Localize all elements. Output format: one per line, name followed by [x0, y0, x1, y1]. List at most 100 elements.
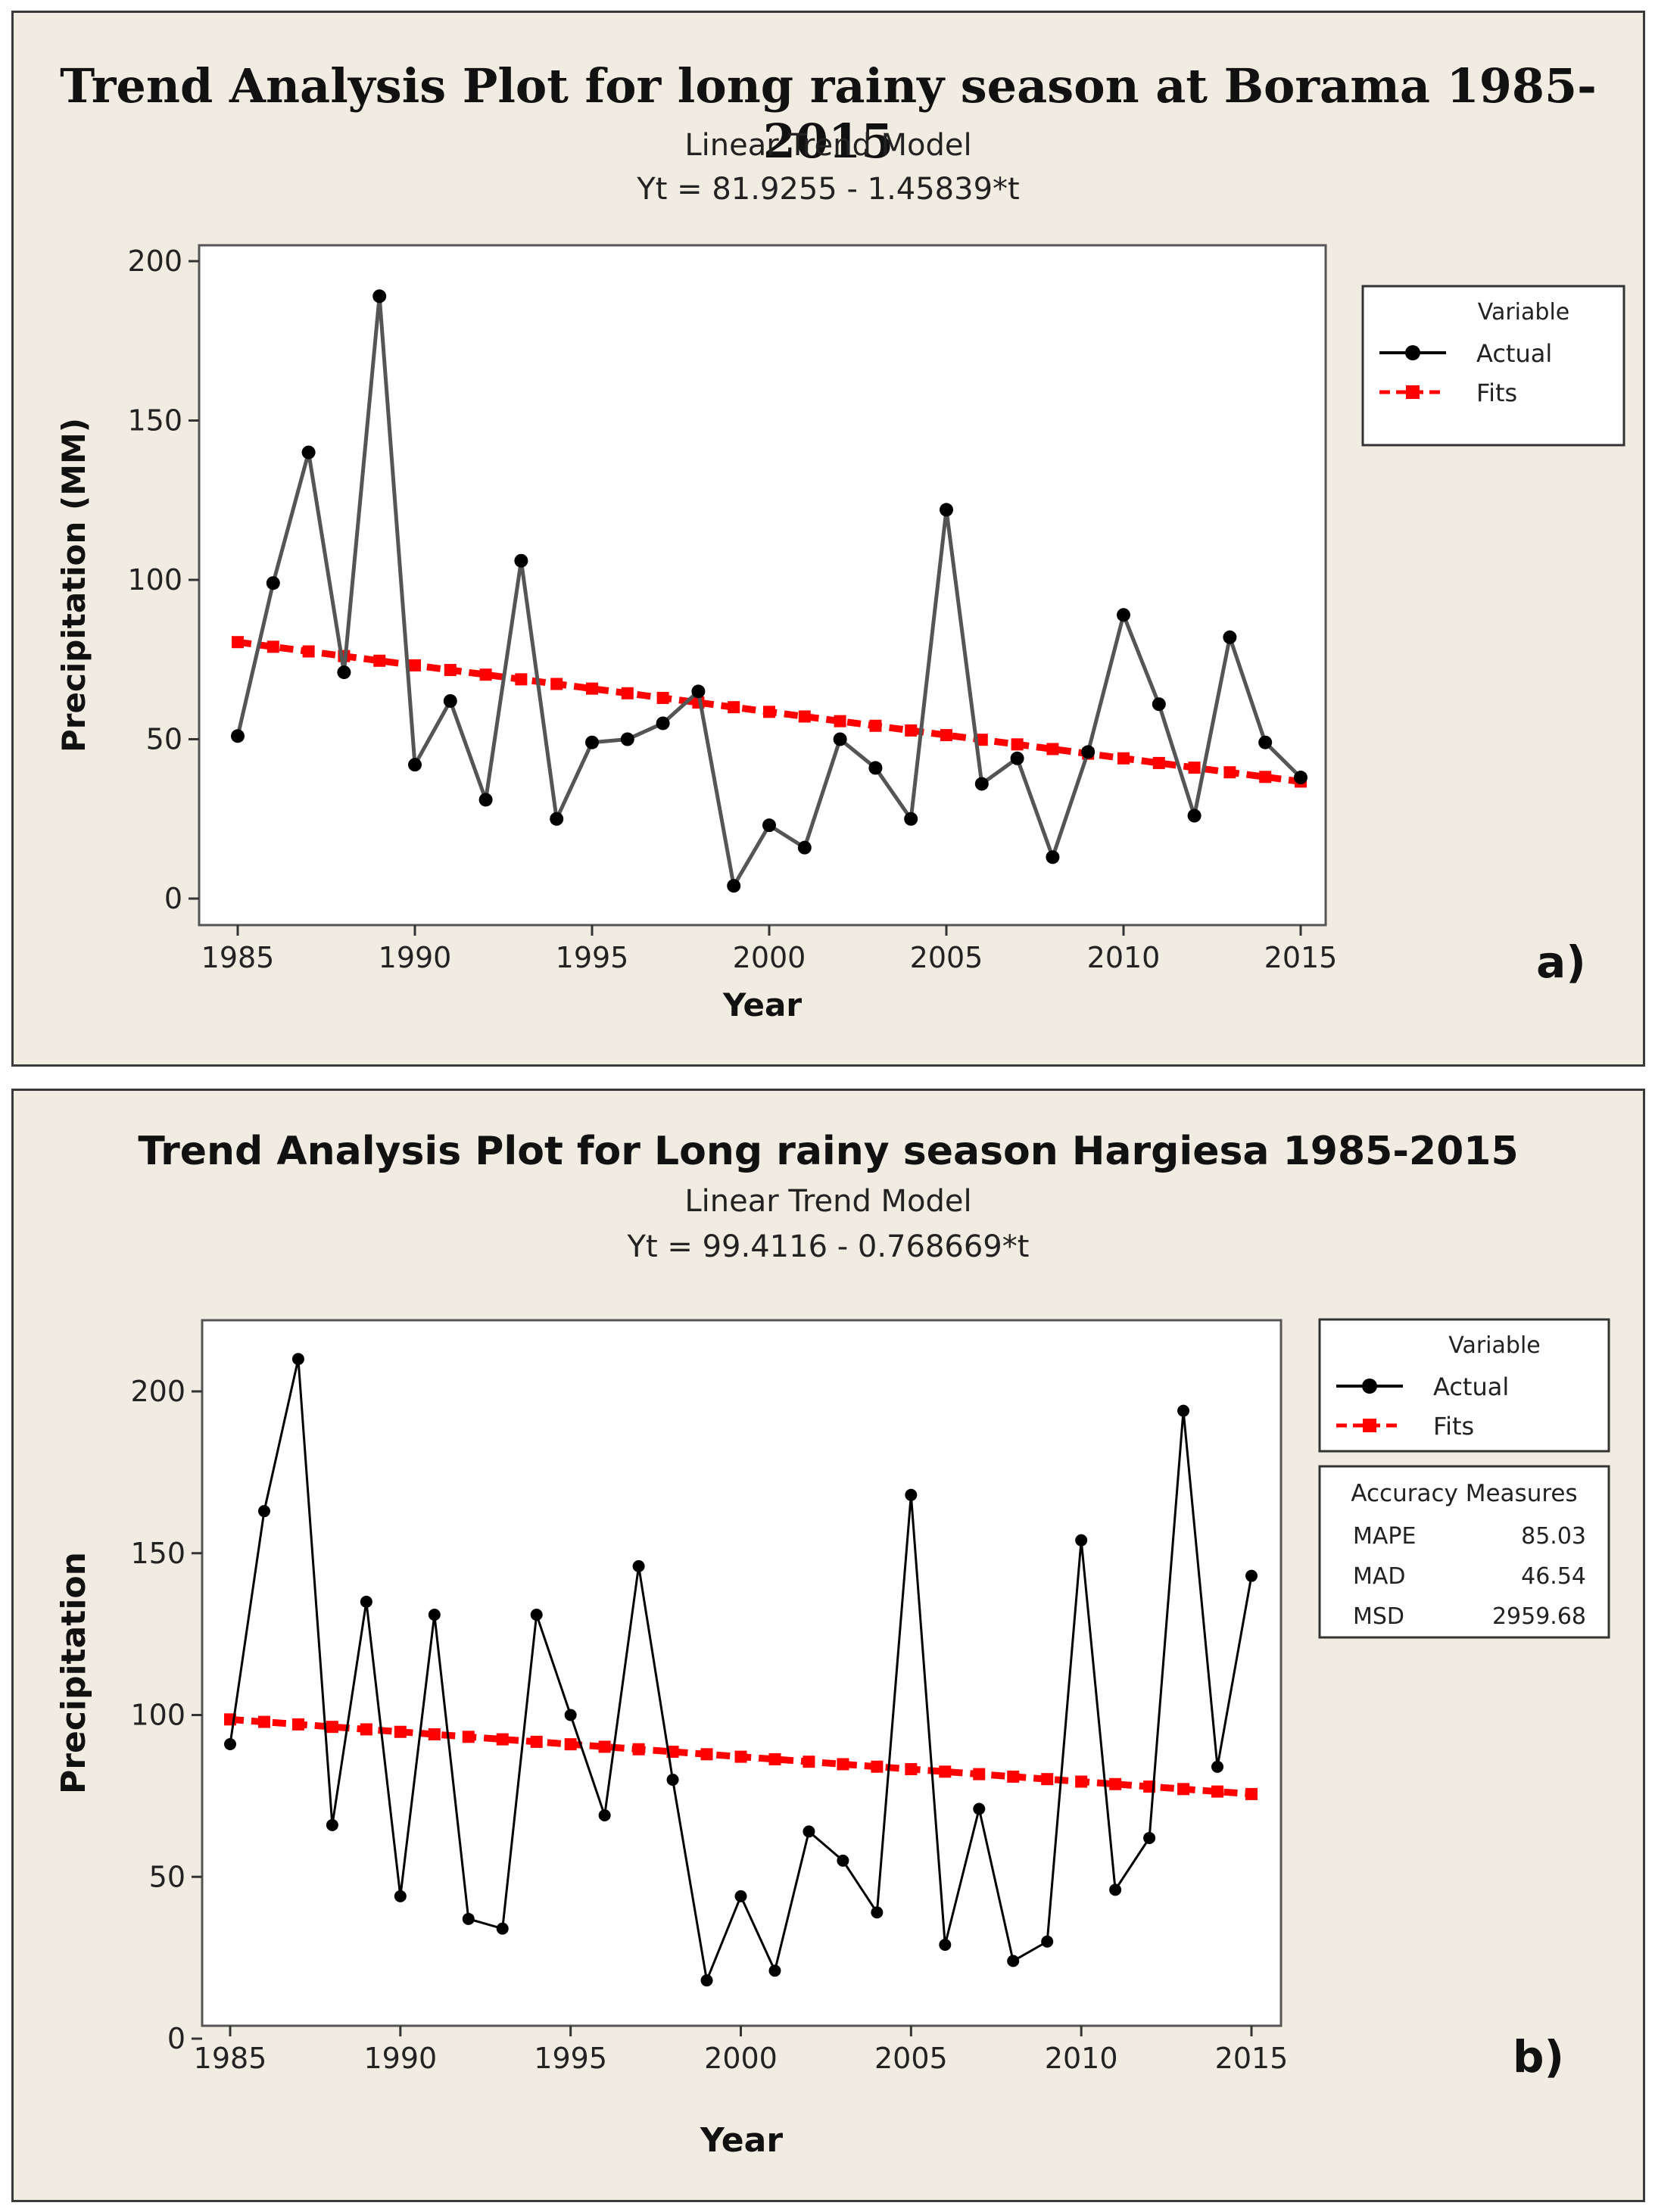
fits-point-b: [1109, 1777, 1122, 1790]
x-tick-label-a: 1985: [201, 941, 275, 974]
fits-point-a: [373, 654, 386, 667]
fits-point-b: [598, 1740, 611, 1753]
fits-point-b: [1041, 1773, 1054, 1786]
actual-point-a: [1117, 608, 1130, 622]
chart-a-model: Linear Trend Model: [684, 128, 972, 163]
fits-point-a: [621, 687, 634, 699]
actual-point-a: [1081, 745, 1096, 759]
legend-fits-label-b: Fits: [1433, 1412, 1474, 1441]
legend-actual-marker-a: [1405, 345, 1420, 360]
fits-point-a: [905, 724, 918, 737]
fits-point-b: [939, 1765, 952, 1778]
fits-point-a: [550, 678, 563, 690]
actual-point-a: [1258, 735, 1273, 749]
y-tick-label-a: 200: [127, 245, 182, 278]
x-tick-label-b: 2010: [1045, 2042, 1118, 2075]
actual-point-b: [871, 1906, 884, 1919]
actual-point-a: [940, 503, 953, 517]
y-tick-label-a: 100: [127, 563, 182, 597]
actual-point-b: [1177, 1404, 1190, 1417]
actual-point-a: [974, 777, 989, 791]
fits-point-a: [869, 719, 882, 732]
plot-area-b: [201, 1319, 1283, 2027]
chart-b-equation: Yt = 99.4116 - 0.768669*t: [627, 1229, 1030, 1264]
actual-point-a: [337, 665, 351, 680]
accuracy-measures-b: Accuracy Measures MAPE 85.03 MAD 46.54 MSD 295…: [1318, 1465, 1610, 1639]
fits-point-a: [1188, 762, 1201, 774]
fits-point-a: [975, 734, 988, 746]
fits-point-b: [700, 1748, 713, 1761]
actual-point-a: [372, 289, 387, 304]
x-tick-label-b: 2005: [874, 2042, 948, 2075]
actual-point-b: [326, 1818, 338, 1831]
actual-point-a: [1010, 751, 1024, 765]
actual-point-a: [727, 879, 741, 893]
x-tick-label-a: 1990: [379, 941, 452, 974]
actual-point-b: [666, 1774, 679, 1786]
fits-point-a: [1223, 766, 1236, 779]
x-tick-label-a: 2000: [733, 941, 806, 974]
actual-point-b: [837, 1854, 849, 1867]
actual-point-a: [904, 812, 918, 826]
fits-point-a: [444, 664, 457, 677]
fits-point-a: [763, 706, 775, 718]
legend-fits-marker-a: [1406, 385, 1420, 399]
y-tick-label-a: 150: [127, 404, 182, 438]
y-axis-label-b: Precipitation: [55, 1552, 93, 1794]
fits-point-a: [728, 701, 740, 714]
fits-point-b: [768, 1752, 781, 1765]
x-tick-label-a: 2015: [1264, 941, 1338, 974]
actual-point-b: [905, 1488, 918, 1501]
legend-fits-marker-b: [1363, 1419, 1376, 1432]
legend-box-a: [1361, 285, 1625, 447]
actual-point-b: [598, 1809, 611, 1822]
fits-point-b: [1245, 1787, 1258, 1800]
x-tick-label-b: 2000: [704, 2042, 778, 2075]
x-tick-label-b: 1985: [194, 2042, 267, 2075]
actual-point-b: [939, 1939, 952, 1952]
y-tick-label-b: 200: [130, 1375, 185, 1408]
accuracy-value-b: 85.03: [1521, 1523, 1586, 1550]
y-tick-label-b: 0: [167, 2022, 185, 2055]
x-tick-label-a: 2005: [910, 941, 983, 974]
actual-point-b: [1041, 1935, 1054, 1948]
fits-point-b: [326, 1721, 338, 1734]
fits-point-b: [1007, 1770, 1020, 1783]
actual-point-b: [257, 1505, 270, 1518]
y-axis-label-a: Precipitation (MM): [55, 418, 92, 752]
actual-point-a: [868, 761, 883, 775]
actual-point-b: [1075, 1534, 1088, 1547]
actual-point-b: [462, 1912, 475, 1925]
actual-point-a: [266, 576, 280, 590]
fits-point-a: [232, 636, 244, 649]
y-tick-label-b: 150: [130, 1537, 185, 1570]
fits-point-b: [871, 1760, 884, 1773]
accuracy-value-b: 46.54: [1521, 1563, 1586, 1590]
fits-point-a: [798, 710, 811, 723]
fits-point-b: [564, 1738, 577, 1751]
actual-point-b: [224, 1737, 236, 1750]
panel-label-a: a): [1536, 936, 1586, 988]
x-axis-label-b: Year: [700, 2121, 783, 2160]
fits-point-b: [973, 1768, 986, 1781]
fits-point-a: [940, 729, 952, 742]
x-axis-label-a: Year: [722, 986, 802, 1023]
fits-point-b: [905, 1763, 918, 1776]
fits-point-a: [479, 668, 492, 681]
fits-point-b: [257, 1715, 270, 1728]
actual-point-b: [803, 1825, 815, 1838]
actual-point-a: [231, 729, 245, 743]
actual-point-a: [301, 445, 316, 460]
fits-point-b: [428, 1728, 441, 1741]
fits-point-b: [837, 1758, 849, 1771]
y-tick-label-b: 100: [130, 1699, 185, 1732]
chart-b: 0 50 100 150 200 1985 1990 1995 2000 2005 2010 2015…: [55, 1318, 1610, 2160]
fits-point-a: [1011, 738, 1024, 751]
x-tick-label-a: 2010: [1087, 941, 1161, 974]
y-tick-label-a: 50: [146, 723, 182, 756]
chart-a-title: Trend Analysis Plot for long rainy seaso…: [60, 58, 1597, 169]
y-tick-label-a: 0: [164, 882, 182, 915]
actual-point-b: [768, 1964, 781, 1977]
accuracy-label-b: MAD: [1353, 1563, 1406, 1590]
